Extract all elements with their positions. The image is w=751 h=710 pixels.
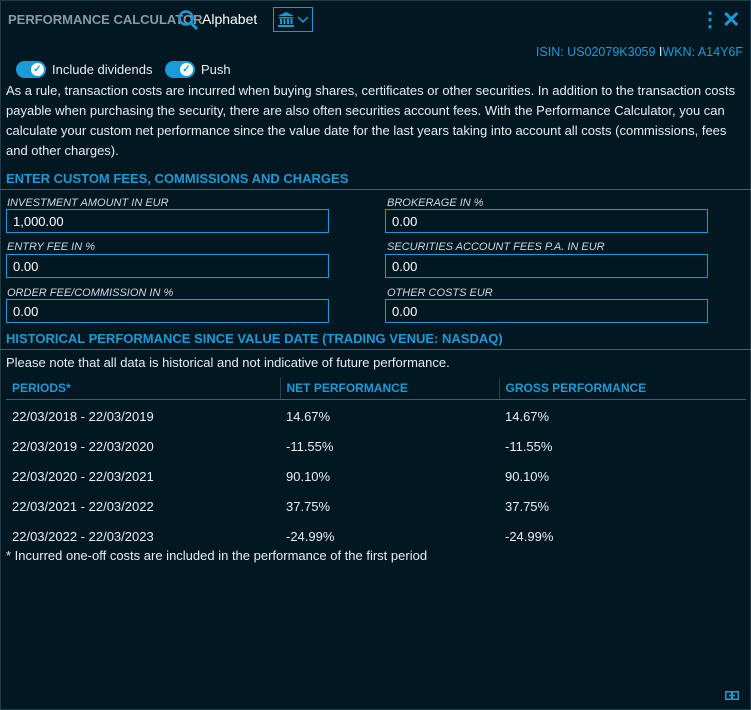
identifiers: ISIN: US02079K3059 IWKN: A14Y6F: [536, 45, 743, 59]
investment-amount-input[interactable]: [6, 209, 329, 233]
period: 22/03/2020 - 22/03/2021: [12, 468, 154, 484]
asset-name[interactable]: Alphabet: [202, 11, 258, 27]
table-row: 22/03/2022 - 22/03/2023 -24.99% -24.99%: [6, 519, 746, 549]
footnote: * Incurred one-off costs are included in…: [6, 548, 428, 563]
period: 22/03/2019 - 22/03/2020: [12, 438, 154, 454]
brokerage-input[interactable]: [385, 209, 708, 233]
isin: ISIN: US02079K3059: [535, 45, 656, 59]
fees-heading: ENTER CUSTOM FEES, COMMISSIONS AND CHARG…: [0, 171, 751, 190]
period: 22/03/2018 - 22/03/2019: [12, 408, 154, 424]
toggle-switch-checked-icon[interactable]: [165, 61, 195, 78]
kebab-icon[interactable]: ⋮: [700, 9, 720, 31]
net: -11.55%: [286, 438, 334, 454]
separator: I: [658, 45, 663, 59]
order-fee-input[interactable]: [6, 299, 329, 323]
intro-text: As a rule, transaction costs are incurre…: [6, 83, 736, 158]
search-icon[interactable]: [177, 9, 199, 31]
bank-icon: [277, 12, 294, 27]
gross: -24.99%: [505, 528, 554, 544]
net: 37.75%: [286, 498, 331, 514]
link-icon[interactable]: [725, 691, 739, 700]
field-label: ORDER FEE/COMMISSION IN %: [7, 287, 174, 299]
toggle-switch-checked-icon[interactable]: [16, 61, 46, 78]
period: 22/03/2022 - 22/03/2023: [12, 528, 154, 544]
toggle-label: Push: [201, 62, 231, 77]
table-row: 22/03/2018 - 22/03/2019 14.67% 14.67%: [6, 399, 746, 429]
toggle-label: Include dividends: [52, 62, 153, 77]
column-header-net: NET PERFORMANCE: [279, 378, 499, 400]
table-row: 22/03/2020 - 22/03/2021 90.10% 90.10%: [6, 459, 746, 489]
performance-table: PERIODS* NET PERFORMANCE GROSS PERFORMAN…: [6, 378, 746, 549]
net: -24.99%: [286, 528, 335, 544]
column-header-periods: PERIODS*: [6, 378, 280, 400]
gross: -11.55%: [505, 438, 553, 454]
venue-dropdown[interactable]: [273, 7, 313, 32]
include-dividends-toggle[interactable]: Include dividends: [16, 61, 152, 78]
net: 14.67%: [286, 408, 331, 424]
history-heading: HISTORICAL PERFORMANCE SINCE VALUE DATE …: [0, 331, 751, 350]
gross: 37.75%: [505, 498, 550, 514]
history-note: Please note that all data is historical …: [6, 355, 450, 370]
app-title: PERFORMANCE CALCULATOR: [8, 12, 203, 27]
field-label: SECURITIES ACCOUNT FEES P.A. IN EUR: [387, 241, 605, 253]
wkn: WKN: A14Y6F: [662, 45, 743, 59]
close-icon[interactable]: ✕: [722, 7, 741, 32]
chevron-down-icon: [296, 15, 309, 23]
field-label: ENTRY FEE IN %: [7, 241, 96, 253]
other-costs-input[interactable]: [385, 299, 708, 323]
table-row: 22/03/2021 - 22/03/2022 37.75% 37.75%: [6, 489, 746, 519]
table-row: 22/03/2019 - 22/03/2020 -11.55% -11.55%: [6, 429, 746, 459]
field-label: BROKERAGE IN %: [387, 197, 484, 209]
gross: 90.10%: [505, 468, 550, 484]
push-toggle[interactable]: Push: [165, 61, 231, 78]
entry-fee-input[interactable]: [6, 254, 329, 278]
period: 22/03/2021 - 22/03/2022: [12, 498, 154, 514]
net: 90.10%: [286, 468, 331, 484]
gross: 14.67%: [505, 408, 550, 424]
field-label: OTHER COSTS EUR: [387, 287, 493, 299]
account-fees-input[interactable]: [385, 254, 708, 278]
column-header-gross: GROSS PERFORMANCE: [498, 378, 746, 400]
field-label: INVESTMENT AMOUNT IN EUR: [7, 197, 169, 209]
